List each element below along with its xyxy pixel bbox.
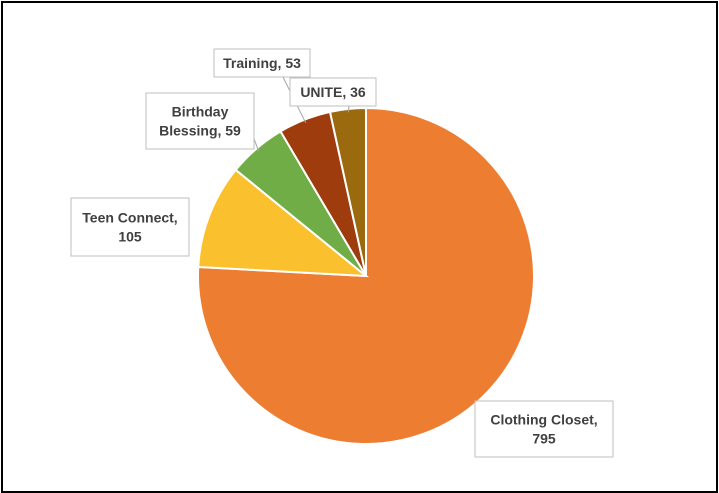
pie-slice-unite [328, 106, 367, 277]
data-label-text: Training, 53 [223, 55, 301, 71]
pie-slice-clothing-closet [197, 106, 535, 445]
data-label-birthday-blessing: Birthday Blessing, 59 [145, 92, 255, 150]
data-labels: Clothing Closet, 795 Teen Connect, 105 Birth… [70, 48, 614, 458]
pie-chart: Clothing Closet, 795 Teen Connect, 105 Birth… [70, 48, 614, 458]
data-label-box [289, 77, 377, 107]
pie-slice-teen-connect [197, 168, 370, 278]
data-label-text: Teen Connect, [82, 210, 177, 226]
data-label-teen-connect: Teen Connect, 105 [70, 197, 190, 257]
data-label-unite: UNITE, 36 [289, 77, 377, 107]
data-label-box [70, 197, 190, 257]
data-label-text: UNITE, 36 [300, 84, 366, 100]
data-label-text: 795 [532, 431, 556, 447]
data-label-text: Blessing, 59 [159, 123, 241, 139]
data-label-text: Clothing Closet, [490, 412, 597, 428]
data-label-text: 105 [118, 229, 142, 245]
data-label-box [474, 400, 614, 458]
data-label-box [145, 92, 255, 150]
data-label-box [213, 48, 311, 78]
pie-slices [197, 106, 535, 445]
data-label-training: Training, 53 [213, 48, 311, 78]
data-label-clothing-closet: Clothing Closet, 795 [474, 400, 614, 458]
data-label-text: Birthday [172, 104, 229, 120]
leader-line-unite [347, 105, 350, 113]
